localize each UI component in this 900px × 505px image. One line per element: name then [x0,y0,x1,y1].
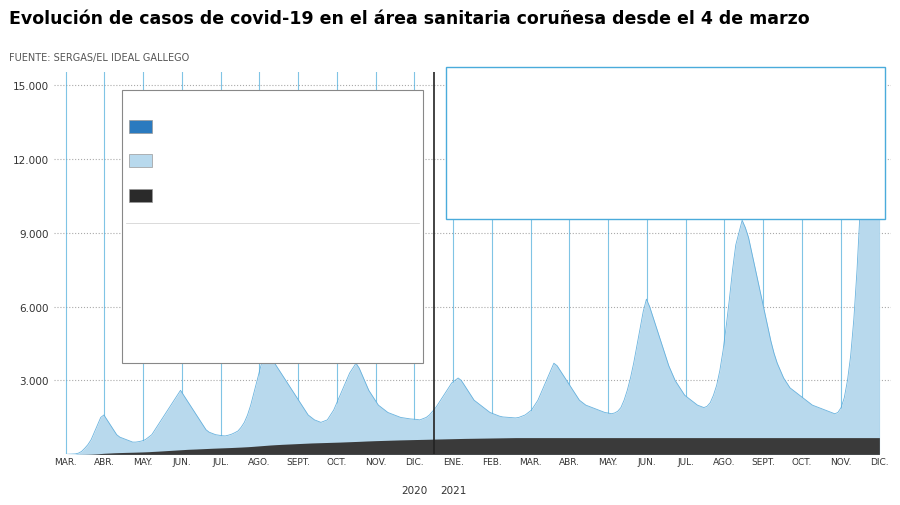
Text: 1: 1 [308,190,315,200]
Text: 405: 405 [300,122,323,132]
Text: TOTAL: TOTAL [370,110,398,119]
Text: 48.628: 48.628 [362,122,405,132]
Text: los casos activos y los fallecidos.: los casos activos y los fallecidos. [454,160,587,169]
Text: Fallecidos acumulados: Fallecidos acumulados [158,191,265,200]
Text: >8 00**: >8 00** [362,330,406,340]
Text: Altas acumuladas: Altas acumuladas [158,122,242,131]
Text: negativo al haber más altas que nuevos casos. Desde ese día, se muestran solo: negativo al haber más altas que nuevos c… [454,140,778,149]
Text: Contagios últimos 14 días: Contagios últimos 14 días [158,228,274,237]
Text: 2.200**: 2.200** [362,296,406,306]
Text: FUENTE: SERGAS/EL IDEAL GALLEGO: FUENTE: SERGAS/EL IDEAL GALLEGO [9,53,189,63]
Text: 2020: 2020 [401,485,428,495]
Text: ** DATOS REFERIDOS A LA CIUDAD DE A CORUÑA EN LOS ÚLTIMOS 7 y 14 DÍAS: ** DATOS REFERIDOS A LA CIUDAD DE A CORU… [454,180,806,191]
Text: >1.900**: >1.900** [357,262,410,272]
Text: a los pacientes que pasaron la cuarentena en su hogar, por lo que el balance es: a los pacientes que pasaron la cuarenten… [454,120,778,129]
Text: 4.715**: 4.715** [362,227,406,237]
Text: NUEVOS: NUEVOS [292,110,330,119]
Text: +764: +764 [295,156,328,166]
Text: 681: 681 [372,190,395,200]
Text: El 29 de abril, el Sergas cambió la comunicación de casos, dando por recuperados: El 29 de abril, el Sergas cambió la comu… [454,99,788,109]
Text: 2021: 2021 [440,485,466,495]
Text: Contagios últimos 7 días: Contagios últimos 7 días [158,296,269,306]
Text: Incidencia a 7 días: Incidencia a 7 días [158,331,242,340]
Text: Incidencia a 14 días: Incidencia a 14 días [158,262,248,271]
Text: Casos activos: Casos activos [158,157,222,166]
Text: 13.623: 13.623 [363,156,405,166]
Text: * DATO ACUMULADO DESDE EL INICIO DE LA PANDEMIA: * DATO ACUMULADO DESDE EL INICIO DE LA P… [454,79,713,88]
Text: Evolución de casos de covid-19 en el área sanitaria coruñesa desde el 4 de marzo: Evolución de casos de covid-19 en el áre… [9,10,810,28]
